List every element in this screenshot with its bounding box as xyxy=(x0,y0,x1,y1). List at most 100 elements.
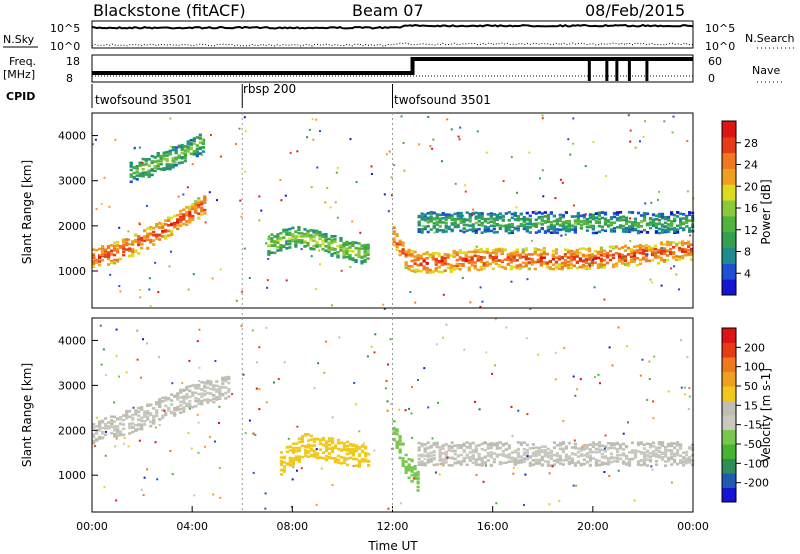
heat-noise-cell xyxy=(390,176,393,179)
heat-cell xyxy=(140,246,144,250)
heat-cell xyxy=(407,264,411,268)
heat-cell xyxy=(306,433,311,436)
heat-cell xyxy=(182,214,186,217)
heat-cell xyxy=(470,256,474,260)
heat-noise-cell xyxy=(446,456,449,459)
heat-cell xyxy=(543,460,547,463)
heat-cell xyxy=(327,443,332,447)
heat-cell xyxy=(509,265,513,268)
heat-cell xyxy=(528,464,532,467)
heat-cell xyxy=(588,443,592,446)
heat-cell xyxy=(189,138,193,142)
heat-cell xyxy=(128,242,132,246)
heat-cell xyxy=(566,263,570,267)
heat-cell xyxy=(540,223,544,226)
heat-cell xyxy=(285,242,289,246)
heat-cell xyxy=(573,464,577,467)
heat-cell xyxy=(188,218,192,222)
heat-cell xyxy=(456,460,460,463)
heat-cell xyxy=(147,169,151,173)
heat-cell xyxy=(603,445,608,449)
heat-cell xyxy=(474,228,478,231)
heat-cell xyxy=(632,249,637,253)
heat-cell xyxy=(150,161,154,165)
heat-cell xyxy=(363,243,367,247)
heat-cell xyxy=(200,200,204,204)
heat-cell xyxy=(623,249,628,252)
heat-cell xyxy=(690,253,694,257)
heat-cell xyxy=(504,212,508,215)
heat-cell xyxy=(300,240,304,244)
heat-cell xyxy=(110,425,114,429)
heat-noise-cell xyxy=(526,278,529,281)
heat-cell xyxy=(315,240,319,244)
heat-noise-cell xyxy=(530,239,533,242)
heat-cell xyxy=(119,257,123,261)
heat-cell xyxy=(461,251,465,254)
heat-cell xyxy=(291,233,295,236)
heat-cell xyxy=(426,212,430,215)
heat-cell xyxy=(333,460,338,464)
heat-cell xyxy=(288,240,292,243)
heat-cell xyxy=(147,158,151,161)
heat-noise-cell xyxy=(495,502,498,505)
heat-cell xyxy=(177,156,181,159)
heat-cell xyxy=(195,144,199,147)
heat-cell xyxy=(318,448,323,451)
heat-noise-cell xyxy=(651,468,654,471)
heat-cell xyxy=(104,423,108,426)
heat-cell xyxy=(197,203,201,207)
heat-cell xyxy=(339,237,343,240)
heat-cell xyxy=(450,445,454,448)
heat-cell xyxy=(609,217,614,221)
heat-cell xyxy=(477,214,481,218)
heat-cell xyxy=(564,458,568,462)
heat-cell xyxy=(467,261,471,265)
heat-cell xyxy=(318,233,322,236)
heat-noise-cell xyxy=(548,503,551,506)
heat-cell xyxy=(423,213,427,216)
heat-cell xyxy=(444,215,448,219)
heat-cell xyxy=(122,244,126,247)
heat-cell xyxy=(212,397,216,401)
heat-cell xyxy=(161,414,165,418)
heat-cell xyxy=(558,447,562,451)
heat-cell xyxy=(416,476,420,479)
heat-cell xyxy=(438,225,442,228)
heat-cell xyxy=(398,253,402,257)
heat-cell xyxy=(98,420,102,424)
heat-cell xyxy=(282,469,286,473)
heat-cell xyxy=(522,220,526,224)
heat-cell xyxy=(510,456,514,460)
heat-cell xyxy=(300,440,304,443)
heat-cell xyxy=(291,461,295,465)
heat-cell xyxy=(306,229,310,233)
heat-cell xyxy=(158,222,162,225)
heat-cell xyxy=(425,256,429,260)
heat-cell xyxy=(417,461,421,464)
heat-cell xyxy=(522,460,526,464)
heat-cell xyxy=(119,246,123,249)
heat-cell xyxy=(492,443,496,447)
colorbar-tick-label: 200 xyxy=(744,341,765,354)
heat-cell xyxy=(276,241,280,244)
heat-cell xyxy=(501,444,505,447)
heat-cell xyxy=(441,444,445,447)
heat-cell xyxy=(279,463,283,466)
heat-cell xyxy=(395,428,399,431)
heat-cell xyxy=(131,422,135,425)
heat-cell xyxy=(342,252,346,255)
heat-cell xyxy=(141,167,145,171)
heat-cell xyxy=(324,449,329,453)
heat-noise-cell xyxy=(258,219,261,222)
heat-cell xyxy=(627,227,632,231)
heat-cell xyxy=(182,400,186,403)
heat-cell xyxy=(524,256,528,259)
heat-cell xyxy=(482,267,486,270)
heat-cell xyxy=(579,220,583,223)
heat-cell xyxy=(270,233,274,236)
heat-cell xyxy=(158,226,162,229)
heat-cell xyxy=(113,241,117,244)
heat-cell xyxy=(688,460,692,463)
heat-cell xyxy=(312,244,316,248)
